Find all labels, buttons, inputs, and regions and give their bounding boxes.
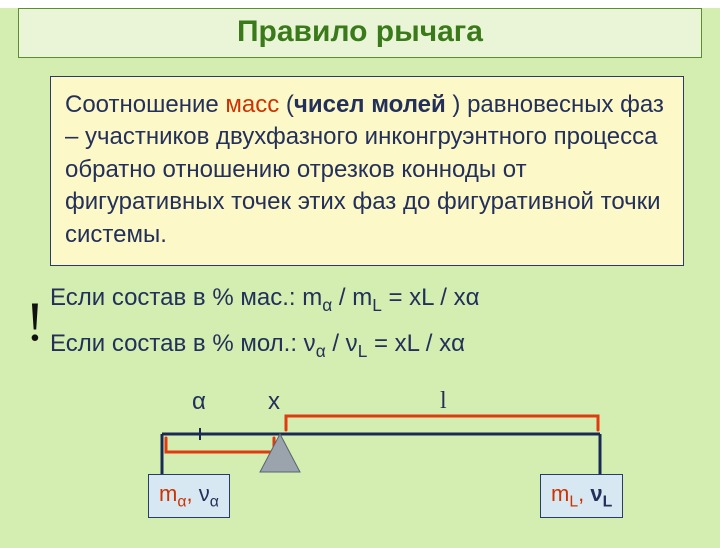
f1-mid: / m bbox=[332, 284, 372, 311]
f1-post: = xL / xα bbox=[382, 284, 480, 311]
page-title: Правило рычага bbox=[237, 15, 483, 48]
rule-box: Соотношение масс (чисел молей ) равновес… bbox=[50, 76, 684, 266]
f1-pre: Если состав в % мас.: m bbox=[50, 284, 322, 311]
mr-vs: L bbox=[603, 493, 613, 510]
f1-s2: L bbox=[372, 295, 382, 315]
mr-ms: L bbox=[569, 493, 578, 510]
exclaim-icon: ! bbox=[20, 290, 50, 354]
mr-c: , bbox=[578, 481, 590, 506]
formula-block: ! Если состав в % мас.: mα / mL = xL / x… bbox=[20, 284, 684, 376]
mr-v: ν bbox=[590, 481, 602, 506]
label-alpha: α bbox=[192, 388, 206, 416]
f2-s2: L bbox=[358, 341, 368, 361]
rule-mid1: ( bbox=[279, 91, 294, 118]
mass-box-alpha: mα, να bbox=[148, 474, 230, 518]
lever-diagram: α x l mα, να mL, νL bbox=[100, 386, 620, 526]
rule-text-pre: Соотношение bbox=[65, 91, 225, 118]
rule-mass-word: масс bbox=[225, 91, 279, 118]
title-bar: Правило рычага bbox=[18, 8, 702, 58]
formula-lines: Если состав в % мас.: mα / mL = xL / xα … bbox=[50, 284, 684, 376]
bracket-alpha bbox=[166, 438, 274, 452]
formula-mol: Если состав в % мол.: να / νL = xL / xα bbox=[50, 330, 684, 362]
mr-m: m bbox=[551, 481, 569, 506]
mass-box-L: mL, νL bbox=[540, 474, 623, 518]
f2-pre: Если состав в % мол.: ν bbox=[50, 330, 316, 357]
ml-m: m bbox=[159, 481, 177, 506]
ml-vs: α bbox=[210, 493, 219, 510]
label-x: x bbox=[268, 388, 280, 416]
ml-v: ν bbox=[199, 481, 210, 506]
bracket-l bbox=[286, 416, 598, 430]
rule-moles-word: чисел молей bbox=[294, 91, 446, 118]
f1-s1: α bbox=[322, 295, 332, 315]
ml-c: , bbox=[186, 481, 198, 506]
formula-mass: Если состав в % мас.: mα / mL = xL / xα bbox=[50, 284, 684, 316]
f2-s1: α bbox=[316, 341, 326, 361]
label-l: l bbox=[440, 388, 447, 415]
f2-post: = xL / xα bbox=[367, 330, 465, 357]
f2-mid: / ν bbox=[326, 330, 358, 357]
slide: Правило рычага Соотношение масс (чисел м… bbox=[0, 8, 720, 548]
